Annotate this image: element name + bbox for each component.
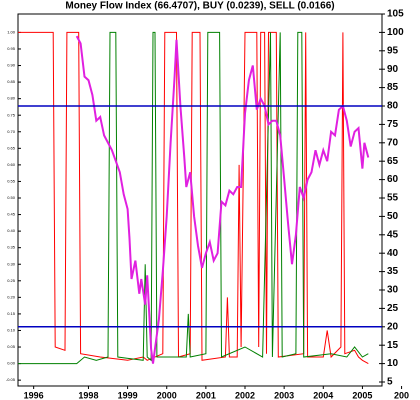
y-tick-label: 0.90 [7, 63, 16, 68]
x-tick-label: 2000 [157, 390, 177, 400]
y-tick-label: 0.95 [7, 46, 16, 51]
y2-tick-label: 80 [387, 101, 399, 112]
y2-tick-label: 85 [387, 82, 399, 93]
y-tick-label: 0.05 [7, 344, 16, 349]
y2-tick-label: 105 [387, 9, 404, 20]
y-tick-label: 0.20 [7, 294, 16, 299]
y-tick-label: 0.70 [7, 129, 16, 134]
y2-tick-label: 45 [387, 229, 399, 240]
y2-tick-label: 15 [387, 340, 399, 351]
y2-tick-label: 35 [387, 266, 399, 277]
plot-frame [17, 13, 383, 387]
series-line [18, 31, 369, 365]
chart-title: Money Flow Index (66.4707), BUY (0.0239)… [65, 1, 334, 12]
y-tick-label: 0.25 [7, 278, 16, 283]
x-tick-label: 200 [394, 390, 409, 400]
x-tick-label: 2003 [274, 390, 294, 400]
x-tick-label: 2002 [235, 390, 255, 400]
y-tick-label: 0.45 [7, 212, 16, 217]
y-tick-label: 0.75 [7, 112, 16, 117]
y2-tick-label: 75 [387, 119, 399, 130]
series-line [75, 35, 370, 364]
y2-tick-label: 25 [387, 303, 399, 314]
x-tick-label: 1999 [118, 390, 138, 400]
y-tick-label: 0.40 [7, 228, 16, 233]
y-tick-label: 0.35 [7, 245, 16, 250]
y-tick-label: 0.10 [7, 328, 16, 333]
series-line [18, 31, 369, 365]
y2-tick-label: 10 [387, 358, 399, 369]
y-tick-label: 0.80 [7, 96, 16, 101]
x-tick-label: 2001 [196, 390, 216, 400]
y-tick-label: -0.05 [6, 377, 16, 382]
y2-tick-label: 20 [387, 321, 399, 332]
y2-tick-label: 55 [387, 193, 399, 204]
y2-tick-label: 60 [387, 174, 399, 185]
y-tick-label: 0.30 [7, 261, 16, 266]
y-tick-label: 0.55 [7, 179, 16, 184]
y-tick-label: 0.65 [7, 145, 16, 150]
x-tick-label: 2004 [313, 390, 333, 400]
y2-tick-label: 50 [387, 211, 399, 222]
x-tick-label: 1998 [78, 390, 98, 400]
y-tick-label: 0.15 [7, 311, 16, 316]
y2-tick-label: 95 [387, 45, 399, 56]
y2-tick-label: 100 [387, 27, 404, 38]
y-tick-label: 0.60 [7, 162, 16, 167]
y2-tick-label: 65 [387, 156, 399, 167]
y2-tick-label: 90 [387, 64, 399, 75]
x-tick-label: 2005 [352, 390, 372, 400]
y-tick-label: 1.00 [7, 29, 16, 34]
y2-tick-label: 40 [387, 248, 399, 259]
y-tick-label: 0.50 [7, 195, 16, 200]
y-tick-label: 0.85 [7, 79, 16, 84]
y2-tick-label: 5 [387, 377, 393, 388]
x-tick-label: 1996 [24, 390, 44, 400]
y-tick-label: 0.00 [7, 361, 16, 366]
y2-tick-label: 70 [387, 137, 399, 148]
y2-tick-label: 30 [387, 285, 399, 296]
